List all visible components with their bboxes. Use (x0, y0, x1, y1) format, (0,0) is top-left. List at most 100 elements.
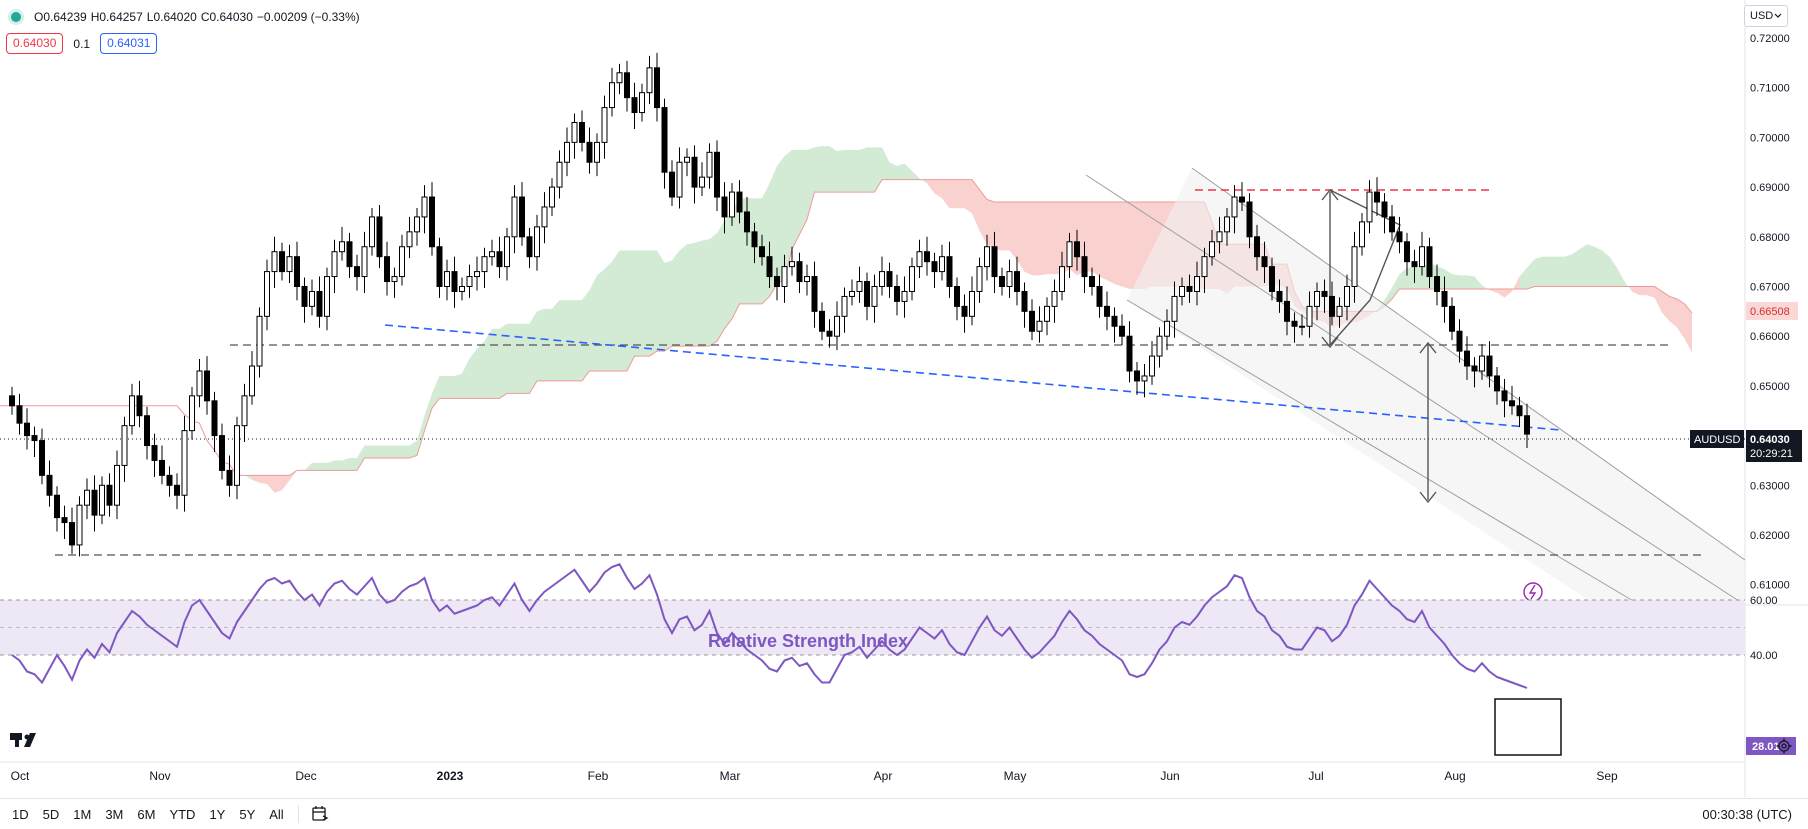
candle-body (376, 216, 383, 258)
candle-body (99, 484, 105, 516)
candle-body (429, 196, 435, 248)
candle-body (84, 489, 90, 506)
cloud-segment (1054, 202, 1062, 275)
candle-body (676, 161, 683, 198)
candle-body (496, 251, 503, 268)
cloud-segment (1084, 202, 1092, 272)
candle-body (1381, 201, 1388, 218)
utc-clock[interactable]: 00:30:38 (UTC) (1702, 806, 1792, 822)
candle-body (1081, 256, 1088, 278)
candle-body (316, 290, 323, 317)
cloud-segment (1557, 256, 1565, 287)
candle-body (286, 256, 293, 273)
currency-select[interactable]: USD (1744, 5, 1788, 27)
candle-body (114, 464, 120, 506)
timeframe-ytd[interactable]: YTD (169, 806, 196, 822)
cloud-segment (897, 163, 905, 180)
candle-body (1036, 320, 1043, 332)
cloud-segment (702, 239, 710, 347)
candle-body (1396, 231, 1403, 243)
candle-body (879, 271, 885, 287)
cloud-segment (754, 198, 762, 304)
timeframe-1m[interactable]: 1M (73, 806, 92, 822)
cloud-segment (649, 250, 657, 357)
cloud-segment (717, 220, 725, 342)
cloud-segment (724, 210, 732, 329)
candle-body (174, 484, 180, 496)
candle-body (699, 176, 705, 188)
cloud-segment (904, 163, 912, 180)
cloud-segment (732, 198, 740, 319)
symbol-tag: AUDUSD (1694, 434, 1741, 446)
candle-body (181, 430, 188, 496)
timeframe-6m[interactable]: 6M (137, 806, 156, 822)
candle-body (1411, 261, 1418, 268)
cloud-segment (882, 147, 890, 180)
candle-body (1021, 290, 1028, 312)
cloud-segment (1639, 286, 1647, 296)
candle-body (136, 395, 143, 417)
cloud-segment (1107, 202, 1115, 285)
cloud-segment (1504, 288, 1512, 298)
candle-body (69, 522, 75, 546)
timeframe-3m[interactable]: 3M (105, 806, 124, 822)
candle-body (894, 286, 900, 302)
cloud-segment (859, 147, 867, 193)
price-tick-label: 0.61000 (1750, 580, 1790, 592)
candle-body (1351, 246, 1358, 288)
cloud-segment (822, 146, 830, 193)
candle-body (1456, 330, 1463, 352)
cloud-segment (379, 445, 387, 458)
candle-body (1044, 305, 1050, 322)
indicator-value-blue[interactable]: 0.64031 (100, 33, 158, 54)
candle-body (1314, 290, 1320, 307)
timeframe-5d[interactable]: 5D (42, 806, 60, 822)
candle-body (504, 236, 510, 268)
timeframe-1d[interactable]: 1D (12, 806, 29, 822)
candle-body (1006, 271, 1013, 287)
cloud-segment (447, 375, 455, 399)
timeframe-all[interactable]: All (269, 806, 284, 822)
candle-body (714, 151, 720, 198)
candle-body (759, 246, 765, 258)
cloud-segment (424, 393, 432, 431)
indicator-interval: 0.1 (73, 36, 91, 51)
time-axis-label: Oct (11, 769, 30, 783)
cloud-segment (1647, 286, 1655, 298)
cloud-segment (814, 146, 822, 193)
timeframe-5y[interactable]: 5Y (239, 806, 256, 822)
cloud-segment (1017, 202, 1025, 272)
candle-body (1509, 400, 1515, 407)
cloud-segment (507, 323, 515, 394)
candle-body (774, 276, 780, 287)
time-axis-label: Apr (874, 769, 893, 783)
cloud-segment (679, 244, 687, 347)
cloud-segment (244, 475, 252, 480)
candle-body (811, 276, 818, 312)
candle-body (1254, 236, 1260, 258)
chart-canvas[interactable]: 0.72000 0.71000 0.70000 0.69000 0.68000 0.670… (0, 0, 1808, 797)
candle-body (31, 435, 38, 442)
cloud-segment (1099, 202, 1107, 281)
cloud-segment (972, 179, 980, 231)
candle-body (1434, 276, 1440, 292)
timeframe-1y[interactable]: 1Y (209, 806, 226, 822)
rsi-tick-label: 40.00 (1750, 650, 1778, 662)
candle-body (991, 246, 998, 278)
candle-body (1464, 350, 1470, 367)
indicator-value-red[interactable]: 0.64030 (6, 33, 64, 54)
cloud-segment (1002, 202, 1010, 251)
gear-icon[interactable] (1776, 738, 1792, 754)
calendar-range-icon[interactable] (311, 805, 329, 823)
candle-body (984, 246, 990, 268)
cloud-segment (394, 445, 402, 458)
candle-body (1516, 405, 1523, 417)
lightning-icon (1523, 582, 1543, 602)
cloud-segment (949, 179, 957, 209)
candle-body (436, 246, 443, 288)
candle-body (729, 191, 735, 218)
candle-body (474, 271, 480, 278)
pattern-line (1329, 189, 1401, 346)
candle-body (1096, 286, 1103, 307)
cloud-segment (574, 300, 582, 381)
